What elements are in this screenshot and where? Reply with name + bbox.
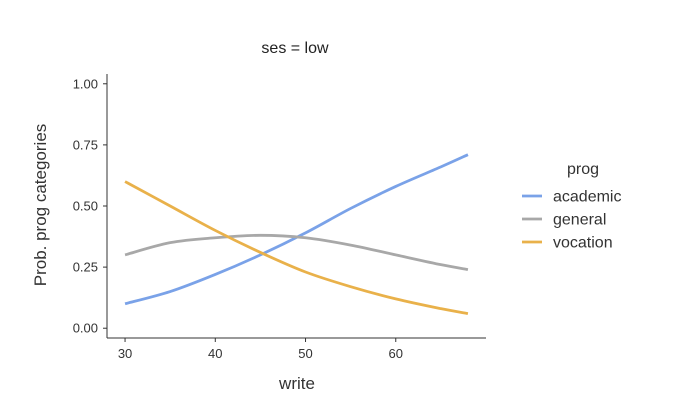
legend-title: prog [567,161,599,178]
x-axis-title: write [278,374,315,393]
series-line-general [124,233,469,271]
legend-label-vocation: vocation [553,235,613,252]
x-tick-label: 40 [208,346,222,361]
chart-title: ses = low [261,40,329,57]
x-tick-label: 30 [118,346,132,361]
x-tick-label: 50 [298,346,312,361]
x-tick-label: 60 [389,346,403,361]
axes [106,74,486,339]
y-axis-title: Prob. prog categories [31,124,50,287]
legend-label-general: general [553,212,606,229]
ticks: 30 40 50 60 0.00 0.25 0.50 0.75 1.00 [73,76,403,361]
y-tick-label: 0.25 [73,260,98,275]
series-line-academic [124,153,469,306]
legend-label-academic: academic [553,189,621,206]
legend: prog academic general vocation [522,161,621,252]
series-line-vocation [124,180,469,315]
y-tick-label: 0.50 [73,199,98,214]
y-tick-label: 0.75 [73,137,98,152]
y-tick-label: 1.00 [73,76,98,91]
y-tick-label: 0.00 [73,321,98,336]
plot-area [124,153,469,315]
